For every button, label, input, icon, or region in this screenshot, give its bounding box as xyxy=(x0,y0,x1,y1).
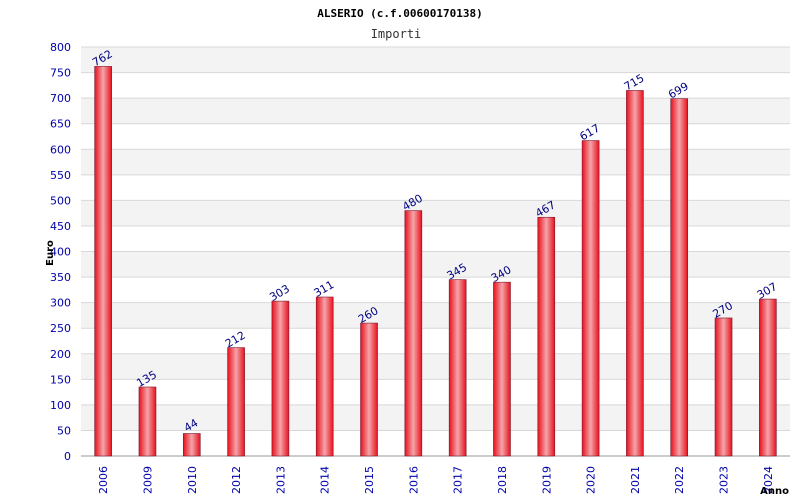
x-tick-label: 2010 xyxy=(186,466,199,494)
bar-2016 xyxy=(404,210,423,457)
x-tick-label: 2016 xyxy=(407,466,420,494)
y-tick-label: 550 xyxy=(50,169,71,182)
bar-2022 xyxy=(670,98,689,457)
y-tick-label: 650 xyxy=(50,118,71,131)
x-tick-label: 2019 xyxy=(540,466,553,494)
bar-2020 xyxy=(581,140,600,457)
y-tick-label: 250 xyxy=(50,322,71,335)
y-tick-label: 750 xyxy=(50,67,71,80)
y-tick-label: 100 xyxy=(50,399,71,412)
y-axis-ticks: 0 50 100 150 200 250 300 350 400 450 500 550 600 650 7… xyxy=(50,41,71,463)
x-tick-label: 2013 xyxy=(274,466,287,494)
bar-2006 xyxy=(94,66,112,457)
y-tick-label: 300 xyxy=(50,297,71,310)
chart-subtitle: Importi xyxy=(371,27,422,41)
y-tick-label: 0 xyxy=(64,450,71,463)
y-tick-label: 500 xyxy=(50,194,71,207)
y-tick-label: 400 xyxy=(50,246,71,259)
y-tick-label: 600 xyxy=(50,143,71,156)
x-tick-label: 2015 xyxy=(363,466,376,494)
bar-2017 xyxy=(448,279,467,457)
bar-2019 xyxy=(537,216,556,457)
bar-2023 xyxy=(714,317,733,457)
y-axis-label: Euro xyxy=(45,240,56,266)
bar-2010 xyxy=(182,433,201,457)
bar-value-label: 44 xyxy=(182,416,201,434)
x-tick-label: 2022 xyxy=(673,466,686,494)
chart-title: ALSERIO (c.f.00600170138) xyxy=(317,7,483,20)
x-tick-label: 2023 xyxy=(718,466,731,494)
y-tick-label: 200 xyxy=(50,348,71,361)
bar-2009 xyxy=(138,386,157,457)
bar-2012 xyxy=(227,347,245,457)
bar-2013 xyxy=(271,300,290,457)
x-tick-label: 2017 xyxy=(452,466,465,494)
x-tick-label: 2014 xyxy=(319,466,332,494)
y-tick-label: 150 xyxy=(50,373,71,386)
y-tick-label: 700 xyxy=(50,92,71,105)
x-tick-label: 2009 xyxy=(141,466,154,494)
x-tick-label: 2020 xyxy=(585,466,598,494)
x-tick-label: 2024 xyxy=(762,466,775,494)
y-tick-label: 800 xyxy=(50,41,71,54)
x-tick-label: 2006 xyxy=(97,466,110,494)
y-tick-label: 450 xyxy=(50,220,71,233)
bar-2024 xyxy=(759,298,777,457)
background-band xyxy=(81,47,790,73)
bar-2021 xyxy=(626,90,644,457)
bar-2018 xyxy=(493,281,511,457)
x-tick-label: 2012 xyxy=(230,466,243,494)
bars xyxy=(94,66,777,457)
x-tick-label: 2018 xyxy=(496,466,509,494)
x-axis-ticks: 2006 2009 2010 2012 2013 2014 2015 2016 2017 2018… xyxy=(97,466,775,494)
background-band xyxy=(81,72,790,99)
y-tick-label: 50 xyxy=(57,424,71,437)
bar-2014 xyxy=(315,296,334,457)
x-tick-label: 2021 xyxy=(629,466,642,494)
y-tick-label: 350 xyxy=(50,271,71,284)
x-axis-label: Anno xyxy=(760,486,789,497)
bar-2015 xyxy=(360,322,378,457)
